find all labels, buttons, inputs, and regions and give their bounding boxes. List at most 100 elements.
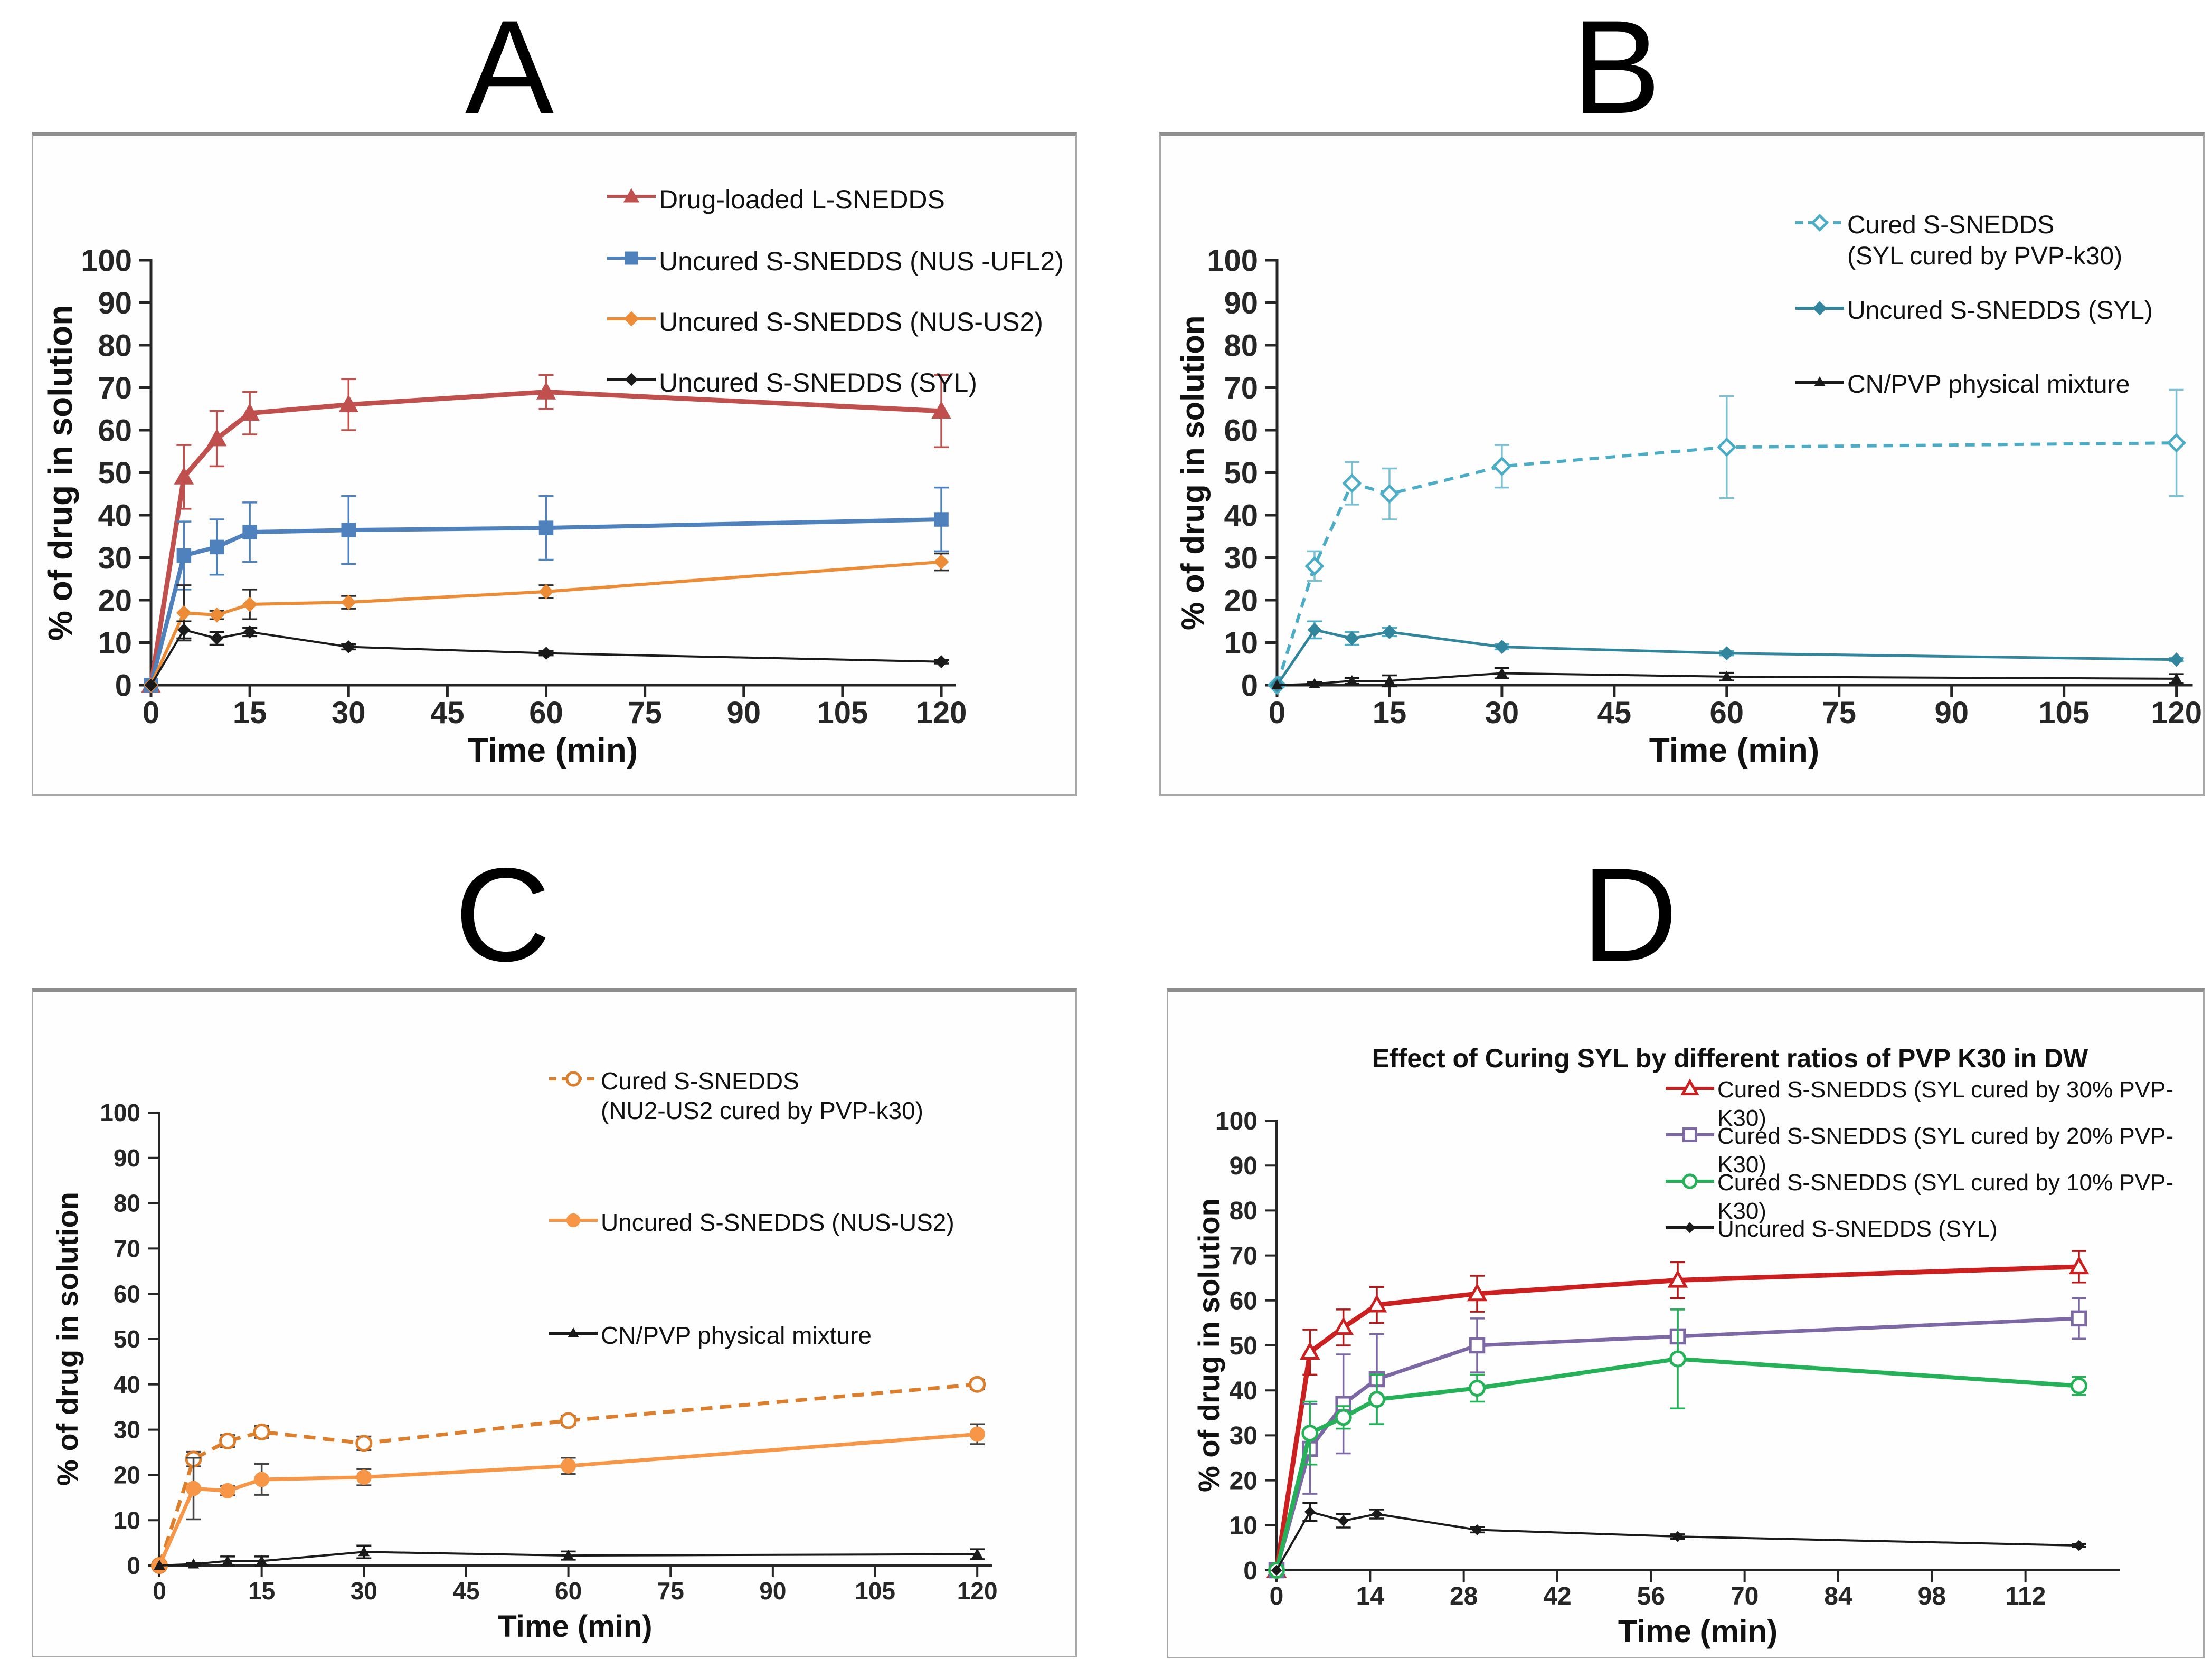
data-point-marker: [1335, 1409, 1352, 1426]
series-3: [154, 1544, 985, 1570]
x-tick-label: 60: [1710, 696, 1744, 730]
series-line: [149, 560, 942, 686]
data-point-marker: [562, 1550, 574, 1560]
x-tick-label: 45: [430, 696, 465, 730]
y-tick-label: 40: [98, 498, 132, 533]
data-point-marker: [2071, 1377, 2087, 1395]
x-tick-label: 0: [153, 1577, 166, 1605]
x-tick-label: 112: [2005, 1582, 2046, 1610]
data-point-marker: [220, 1483, 235, 1498]
data-point-marker: [2167, 433, 2187, 453]
data-point-marker: [1667, 1269, 1688, 1288]
x-axis-label: Time (min): [498, 1609, 653, 1644]
y-tick-label: 20: [98, 583, 132, 618]
x-tick-label: 0: [143, 696, 159, 730]
y-tick-label: 100: [100, 1099, 140, 1126]
data-point-marker: [207, 429, 227, 447]
series-3: [143, 552, 949, 693]
data-point-marker: [2170, 672, 2182, 683]
data-point-marker: [356, 1469, 372, 1485]
tick-labels: 0 10 20 30 40 50 60 70 80 90 100 0 15 30 45 60 75 90 105 12…: [81, 243, 967, 730]
data-point-marker: [933, 554, 949, 570]
y-tick-label: 0: [1243, 1557, 1258, 1585]
x-tick-label: 105: [817, 696, 868, 730]
panel-title: Effect of Curing SYL by different ratios…: [1372, 1044, 2088, 1073]
data-point-marker: [2169, 652, 2184, 667]
data-point-marker: [538, 520, 554, 535]
x-tick-label: 0: [1269, 696, 1285, 730]
data-point-marker: [536, 382, 556, 400]
data-point-marker: [1338, 1515, 1349, 1526]
y-tick-label: 70: [1224, 371, 1258, 405]
axes: [1265, 259, 2193, 697]
data-point-marker: [209, 607, 225, 623]
data-point-marker: [1333, 1316, 1354, 1335]
axes: [139, 259, 956, 697]
y-tick-label: 60: [1224, 413, 1258, 448]
y-tick-label: 100: [1207, 243, 1258, 278]
data-point-marker: [243, 625, 257, 639]
data-point-marker: [254, 1472, 270, 1487]
data-point-marker: [1467, 1283, 1488, 1302]
data-point-marker: [338, 394, 358, 412]
axes: [1265, 1120, 2120, 1582]
y-tick-label: 80: [114, 1190, 140, 1217]
y-tick-label: 70: [98, 371, 132, 405]
data-point-marker: [1309, 678, 1320, 688]
data-point-marker: [240, 403, 260, 421]
y-tick-label: 20: [1230, 1467, 1258, 1495]
data-point-marker: [934, 655, 948, 669]
data-point-marker: [1672, 1531, 1684, 1542]
y-tick-label: 100: [81, 243, 132, 278]
y-tick-label: 100: [1215, 1107, 1258, 1135]
data-point-marker: [256, 1555, 268, 1566]
y-tick-label: 50: [114, 1325, 140, 1353]
x-tick-label: 120: [957, 1577, 998, 1605]
data-point-marker: [560, 1412, 577, 1429]
series-2: [144, 486, 949, 693]
data-point-marker: [219, 1433, 237, 1450]
data-point-marker: [222, 1555, 233, 1566]
data-point-marker: [154, 1559, 165, 1570]
data-point-marker: [538, 584, 554, 600]
y-tick-label: 40: [114, 1371, 140, 1398]
y-tick-label: 50: [98, 456, 132, 490]
data-point-marker: [1469, 1379, 1486, 1397]
panel-letter-d: D: [1582, 841, 1678, 989]
data-point-marker: [2068, 1256, 2090, 1275]
data-point-marker: [176, 548, 192, 563]
data-point-marker: [1368, 1391, 1385, 1408]
data-point-marker: [1304, 1506, 1316, 1517]
y-tick-label: 20: [114, 1462, 140, 1489]
series-1: [1267, 388, 2187, 695]
x-tick-label: 45: [1597, 696, 1632, 730]
y-tick-label: 10: [1224, 626, 1258, 660]
y-tick-label: 60: [1230, 1287, 1258, 1315]
x-tick-label: 30: [332, 696, 366, 730]
x-tick-label: 120: [2151, 696, 2202, 730]
plot-area: 0 10 20 30 40 50 60 70 80 90 100 0 14 28 42 56 70 84 98 112: [1215, 1107, 2120, 1610]
data-point-marker: [1719, 646, 1734, 661]
panel-letter-b: B: [1572, 0, 1661, 141]
x-tick-label: 90: [727, 696, 761, 730]
y-tick-label: 30: [1224, 541, 1258, 575]
x-tick-label: 120: [916, 696, 967, 730]
x-tick-label: 15: [233, 696, 267, 730]
y-tick-label: 0: [1241, 668, 1258, 703]
data-point-marker: [2073, 1540, 2085, 1551]
y-tick-label: 90: [1224, 286, 1258, 320]
data-point-marker: [1371, 1509, 1383, 1520]
data-point-marker: [540, 647, 553, 660]
data-point-marker: [1492, 456, 1512, 476]
y-tick-label: 30: [98, 541, 132, 575]
x-tick-label: 60: [529, 696, 563, 730]
data-point-marker: [177, 623, 191, 637]
x-tick-label: 84: [1824, 1582, 1852, 1610]
x-axis-label: Time (min): [1649, 731, 1820, 769]
x-tick-label: 28: [1450, 1582, 1478, 1610]
tick-labels: 0 10 20 30 40 50 60 70 80 90 100 0 15 30 45 60 75 90 105 12…: [100, 1099, 997, 1605]
data-point-marker: [1304, 556, 1325, 576]
panel-letter-c: C: [455, 841, 551, 989]
data-point-marker: [210, 539, 224, 555]
y-tick-label: 0: [127, 1552, 140, 1579]
